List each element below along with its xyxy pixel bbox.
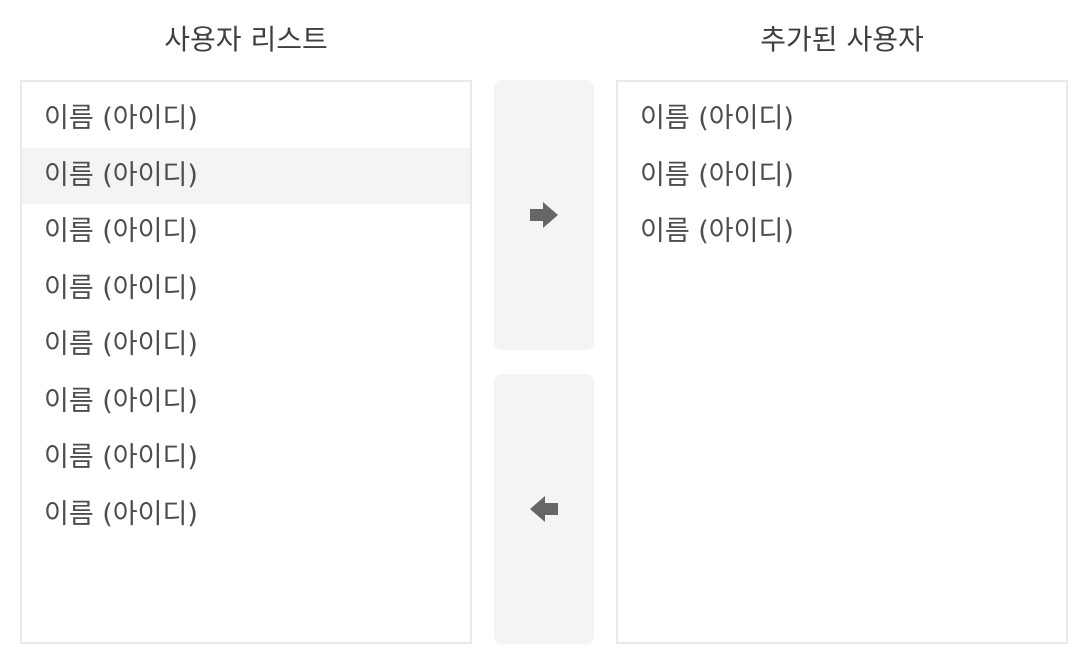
- add-user-button[interactable]: [494, 80, 594, 350]
- added-user-list-item[interactable]: 이름 (아이디): [640, 216, 794, 247]
- user-list-item[interactable]: 이름 (아이디): [22, 147, 470, 204]
- user-list-item[interactable]: 이름 (아이디): [44, 103, 198, 134]
- user-list-item[interactable]: 이름 (아이디): [44, 272, 198, 304]
- user-list-item[interactable]: 이름 (아이디): [44, 385, 198, 417]
- user-list-item[interactable]: 이름 (아이디): [44, 442, 198, 473]
- user-list-item[interactable]: 이름 (아이디): [44, 216, 198, 247]
- user-list-title: 사용자 리스트: [164, 23, 328, 56]
- user-list-item[interactable]: 이름 (아이디): [44, 329, 198, 360]
- added-user-list[interactable]: 이름 (아이디) 이름 (아이디) 이름 (아이디): [616, 80, 1068, 644]
- user-list-item[interactable]: 이름 (아이디): [44, 498, 198, 530]
- added-user-list-item[interactable]: 이름 (아이디): [640, 103, 794, 134]
- added-user-list-item[interactable]: 이름 (아이디): [640, 159, 794, 191]
- arrow-right-icon: [530, 202, 558, 228]
- added-users-title: 추가된 사용자: [760, 23, 924, 56]
- user-list[interactable]: 이름 (아이디) 이름 (아이디) 이름 (아이디) 이름 (아이디) 이름 (…: [20, 80, 472, 644]
- remove-user-button[interactable]: [494, 374, 594, 644]
- arrow-left-icon: [530, 496, 558, 522]
